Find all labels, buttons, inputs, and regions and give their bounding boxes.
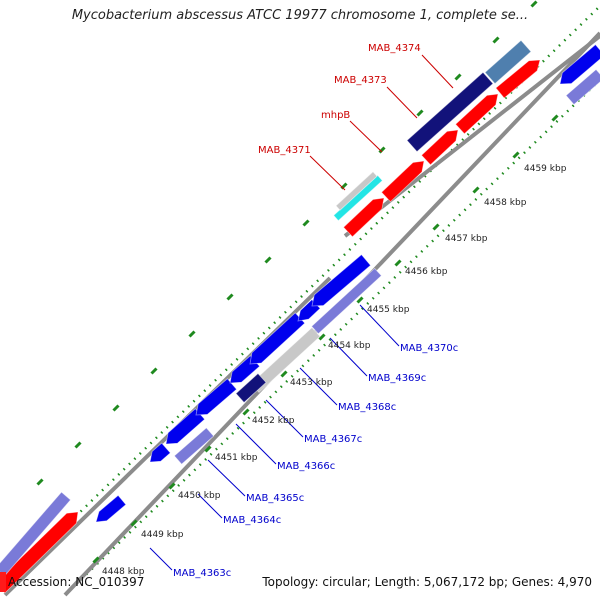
tick-label-4451: 4451 kbp [215, 453, 258, 463]
outer-tick-6 [264, 256, 272, 264]
gene-label-mab4364c[interactable]: MAB_4364c [223, 515, 281, 526]
tick-label-4449: 4449 kbp [141, 530, 184, 540]
tick-label-4452: 4452 kbp [252, 416, 295, 426]
gene-label-mab4369c[interactable]: MAB_4369c [368, 373, 426, 384]
gene-blue-lower[interactable] [95, 494, 127, 523]
outer-tick-10 [416, 109, 424, 117]
gene-label-mab4367c[interactable]: MAB_4367c [304, 434, 362, 445]
gene-label-mab4373[interactable]: MAB_4373 [334, 75, 387, 86]
inner-tick-4 [242, 408, 250, 416]
outer-tick-13 [530, 0, 538, 8]
gene-label-mab4365c[interactable]: MAB_4365c [246, 493, 304, 504]
leader-mab4370c [359, 304, 400, 347]
tick-label-4448: 4448 kbp [102, 567, 145, 577]
label-leaders [149, 54, 454, 571]
gene-features[interactable] [0, 39, 600, 594]
gene-red-2[interactable] [380, 160, 425, 203]
outer-tick-0 [36, 478, 44, 486]
outer-tick-3 [150, 367, 158, 375]
gene-cyan[interactable] [333, 174, 383, 222]
leader-mab4365c [207, 459, 246, 497]
reverse-gene-labels: MAB_4363c MAB_4364c MAB_4365c MAB_4366c … [173, 343, 458, 579]
tick-label-4454: 4454 kbp [328, 341, 371, 351]
gene-blue-3[interactable] [195, 378, 238, 416]
backbone-right [343, 34, 600, 238]
tick-label-4456: 4456 kbp [405, 267, 448, 277]
inner-tick-12 [551, 114, 559, 122]
gene-steel[interactable] [484, 39, 532, 85]
gene-red-1[interactable] [342, 197, 385, 238]
leader-mab4368c [299, 367, 338, 406]
inner-tick-11 [512, 151, 520, 159]
outer-tick-9 [378, 146, 386, 154]
leader-mab4374 [421, 54, 454, 89]
gene-label-mab4366c[interactable]: MAB_4366c [277, 461, 335, 472]
tick-label-4459: 4459 kbp [524, 164, 567, 174]
gene-label-mab4363c[interactable]: MAB_4363c [173, 568, 231, 579]
tick-label-4450: 4450 kbp [178, 491, 221, 501]
inner-tick-8 [394, 259, 402, 267]
leader-mab4367c [265, 399, 304, 438]
gene-gray-top[interactable] [335, 171, 378, 211]
gene-far-right-blue[interactable] [559, 44, 600, 85]
leader-mab4366c [235, 423, 277, 465]
tick-label-4458: 4458 kbp [484, 198, 527, 208]
gene-dark-2[interactable] [173, 427, 215, 465]
summary-text: Topology: circular; Length: 5,067,172 bp… [262, 575, 592, 589]
outer-tick-12 [492, 36, 500, 44]
tick-label-4453: 4453 kbp [290, 378, 333, 388]
gene-blue-1[interactable] [149, 442, 171, 463]
gene-lav-lower[interactable] [0, 491, 72, 577]
tick-label-4455: 4455 kbp [367, 305, 410, 315]
gene-dark-3[interactable] [311, 267, 382, 335]
inner-tick-1 [130, 519, 138, 527]
tick-label-4457: 4457 kbp [445, 234, 488, 244]
inner-tick-9 [432, 223, 440, 231]
outer-tick-4 [188, 330, 196, 338]
gene-dark-1[interactable] [235, 372, 267, 404]
inner-tick-2 [168, 482, 176, 490]
gene-red-4[interactable] [455, 93, 499, 135]
map-title: Mycobacterium abscessus ATCC 19977 chrom… [71, 8, 529, 23]
gene-label-mab4368c[interactable]: MAB_4368c [338, 402, 396, 413]
forward-gene-labels: MAB_4371 mhpB MAB_4373 MAB_4374 [258, 43, 421, 156]
gene-label-mhpb[interactable]: mhpB [321, 110, 350, 121]
legend-swatch [0, 572, 6, 592]
gene-label-mab4371[interactable]: MAB_4371 [258, 145, 311, 156]
gene-label-mab4370c[interactable]: MAB_4370c [400, 343, 458, 354]
leader-mab4373 [386, 86, 418, 119]
scale-labels: 4448 kbp 4449 kbp 4450 kbp 4451 kbp 4452… [102, 164, 567, 577]
outer-tick-7 [302, 219, 310, 227]
gene-far-right-lav[interactable] [565, 68, 600, 106]
outer-tick-2 [112, 404, 120, 412]
gene-red-lower[interactable] [0, 511, 79, 594]
gene-red-3[interactable] [420, 129, 459, 166]
outer-tick-5 [226, 293, 234, 301]
leader-mab4371 [309, 155, 346, 191]
inner-tick-3 [204, 445, 212, 453]
gene-blue-7[interactable] [311, 254, 372, 307]
accession-text: Accession: NC_010397 [8, 575, 145, 589]
leader-mab4363c [149, 547, 173, 571]
inner-tick-6 [318, 333, 326, 341]
gene-label-mab4374[interactable]: MAB_4374 [368, 43, 421, 54]
scale-ticks [36, 0, 559, 564]
outer-tick-1 [74, 441, 82, 449]
leader-mhpb [349, 120, 383, 153]
inner-tick-track [69, 79, 600, 591]
inner-tick-0 [92, 556, 100, 564]
leader-mab4364c [197, 493, 223, 519]
leader-mab4369c [329, 337, 368, 377]
inner-tick-5 [280, 370, 288, 378]
gene-dark-top[interactable] [406, 71, 494, 153]
inner-tick-7 [356, 296, 364, 304]
gene-red-5[interactable] [495, 59, 541, 99]
outer-tick-11 [454, 73, 462, 81]
inner-tick-10 [472, 186, 480, 194]
